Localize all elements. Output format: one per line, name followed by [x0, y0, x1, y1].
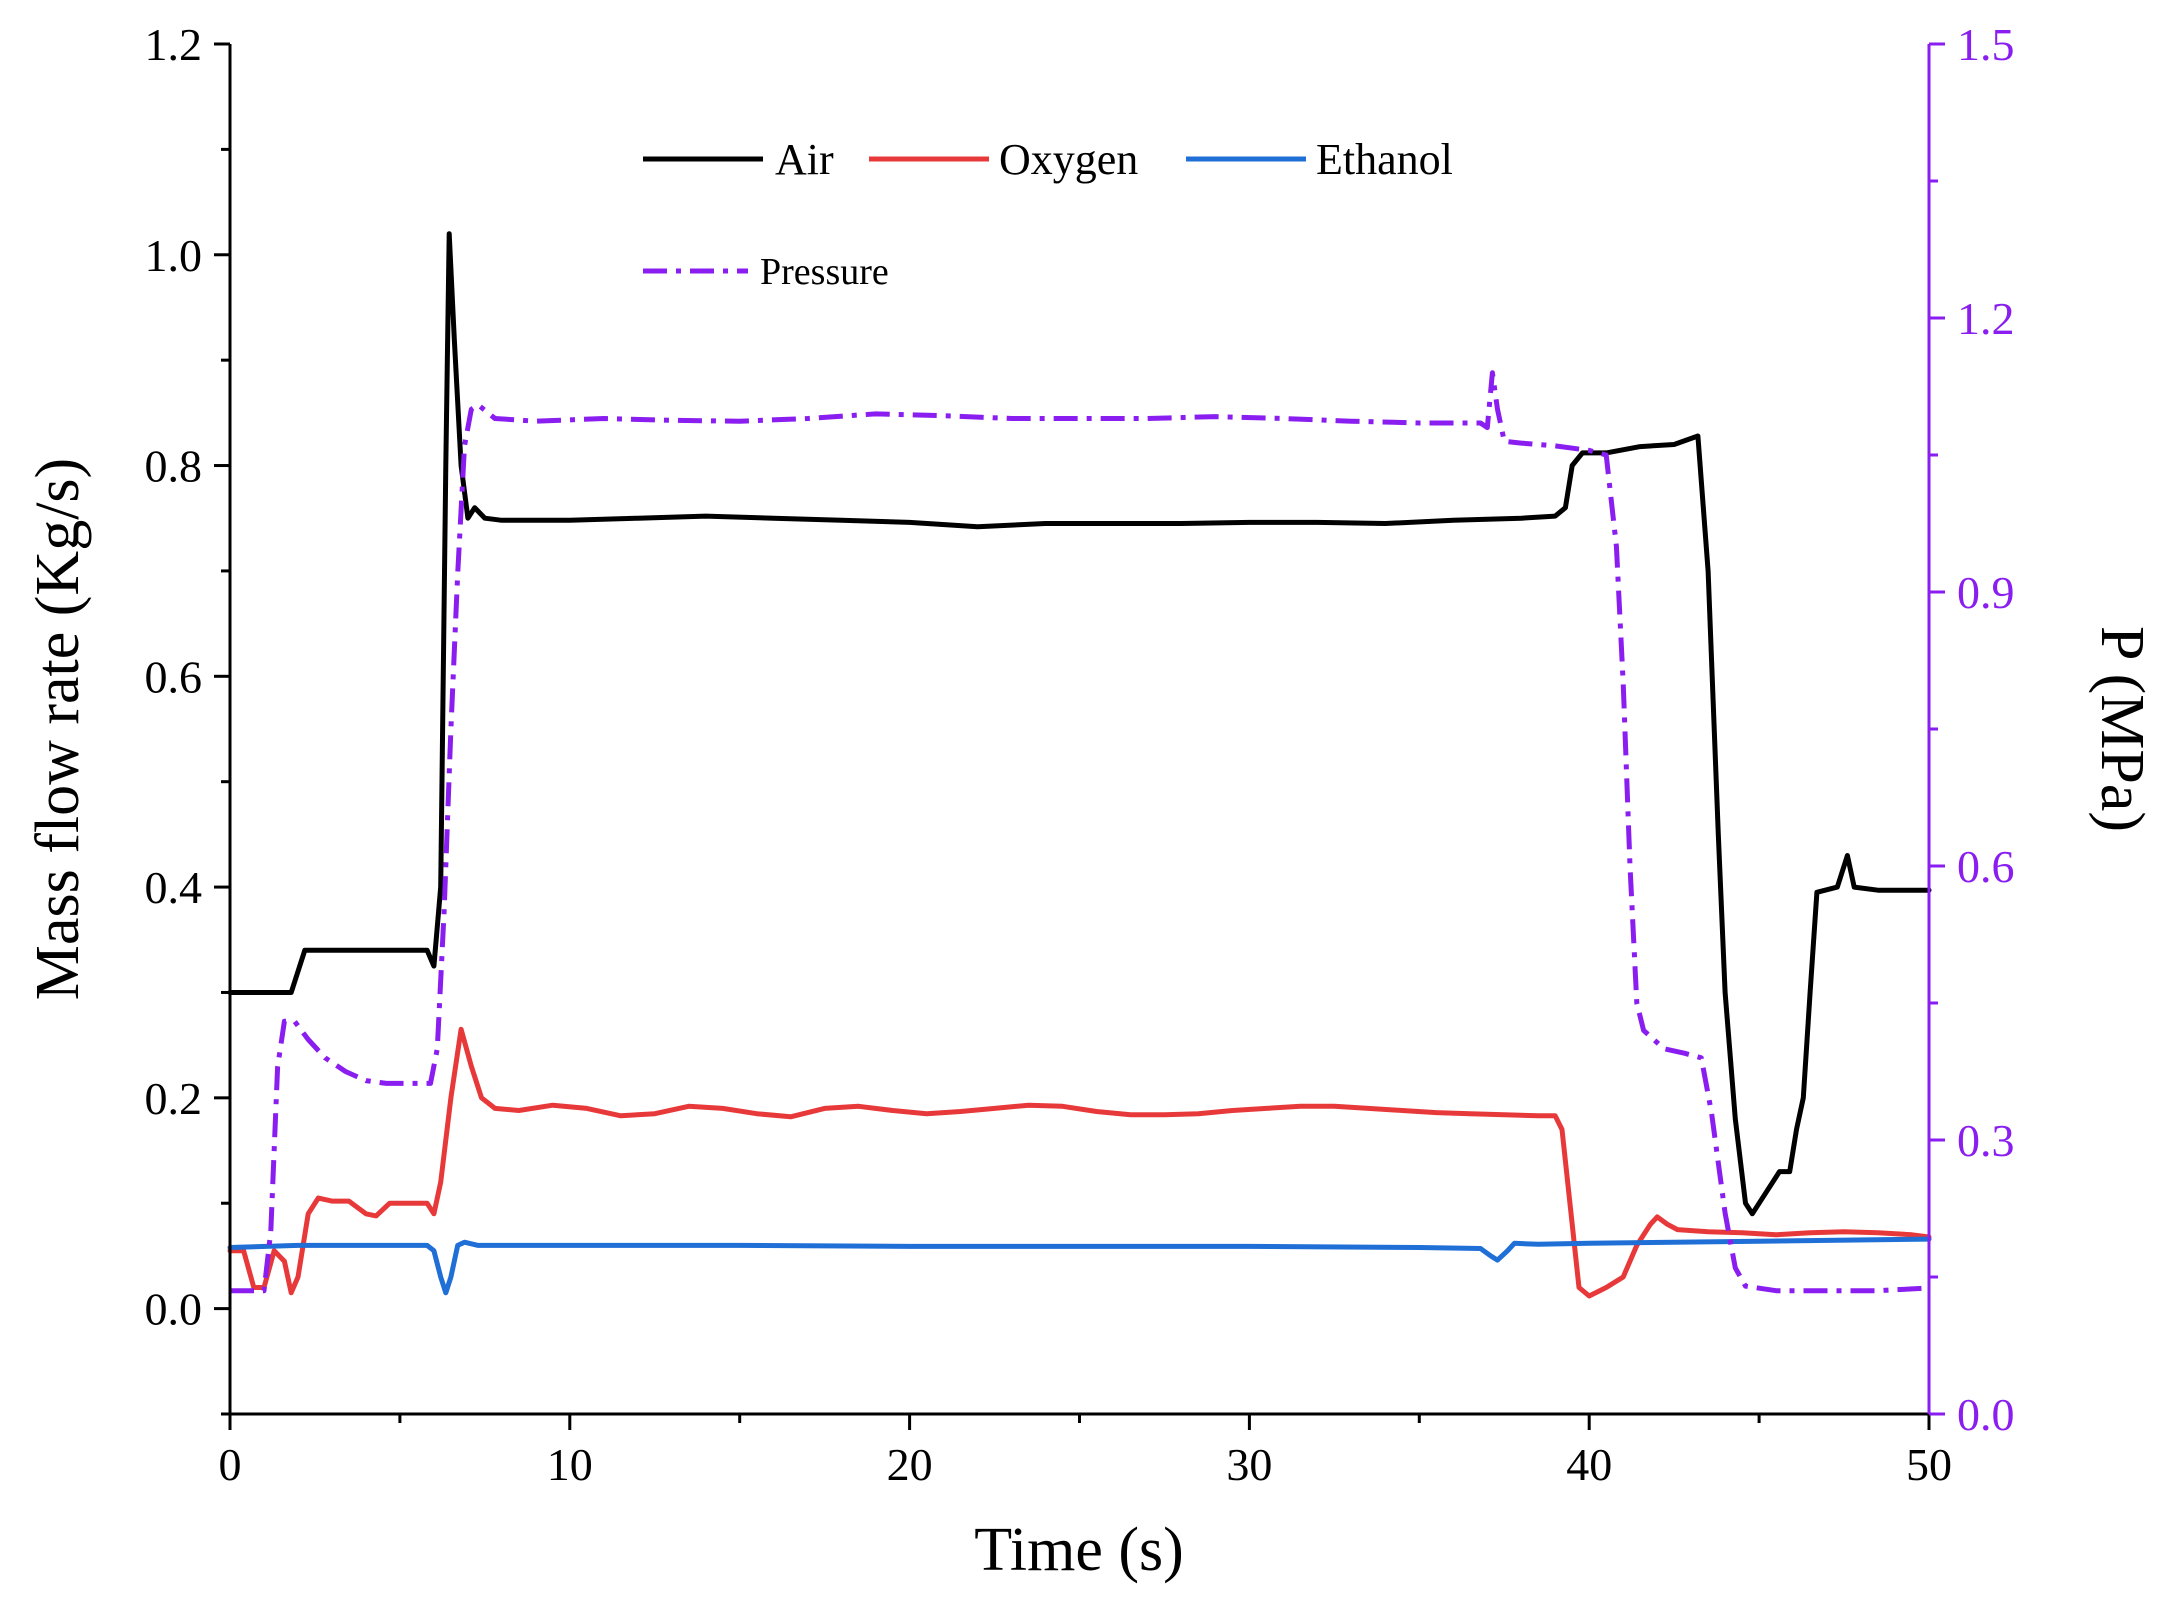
- y2-tick-label: 1.5: [1957, 19, 2015, 70]
- x-tick-label: 0: [219, 1439, 242, 1490]
- y2-tick-label: 1.2: [1957, 293, 2015, 344]
- y-tick-label: 0.2: [145, 1073, 203, 1124]
- series-line-pressure: [230, 370, 1930, 1294]
- ticks-layer: 0 10 20 30 40 500.00.20.40.60.81.01.20.00.30.…: [145, 19, 2015, 1490]
- y-tick-label: 1.0: [145, 230, 203, 281]
- series-line-air: [227, 231, 1932, 1217]
- y2-tick-label: 0.0: [1957, 1389, 2015, 1440]
- x-tick-label: 50: [1906, 1439, 1952, 1490]
- y-axis-title: Mass flow rate (Kg/s): [24, 458, 92, 1000]
- x-tick-label: 20: [887, 1439, 933, 1490]
- y2-axis-title: P (MPa): [2088, 626, 2156, 832]
- y-tick-label: 0.4: [145, 862, 203, 913]
- y-tick-label: 0.8: [145, 441, 203, 492]
- y-tick-label: 1.2: [145, 19, 203, 70]
- series-line-ethanol: [227, 1236, 1932, 1296]
- legend-label-ethanol: Ethanol: [1316, 135, 1453, 184]
- x-tick-label: 30: [1226, 1439, 1272, 1490]
- x-tick-label: 40: [1566, 1439, 1612, 1490]
- legend: Air Oxygen Ethanol Pressure: [643, 135, 1453, 293]
- legend-label-oxygen: Oxygen: [999, 135, 1138, 184]
- y2-tick-label: 0.9: [1957, 567, 2015, 618]
- y2-tick-label: 0.6: [1957, 841, 2015, 892]
- plot-area: [227, 44, 1932, 1416]
- x-axis-title: Time (s): [974, 1516, 1184, 1584]
- y2-tick-label: 0.3: [1957, 1115, 2015, 1166]
- series-line-oxygen: [227, 1026, 1932, 1299]
- legend-label-pressure: Pressure: [760, 251, 889, 293]
- x-tick-label: 10: [547, 1439, 593, 1490]
- series-layer: [227, 231, 1932, 1299]
- y-tick-label: 0.0: [145, 1284, 203, 1335]
- legend-label-air: Air: [775, 135, 834, 184]
- y-tick-label: 0.6: [145, 651, 203, 702]
